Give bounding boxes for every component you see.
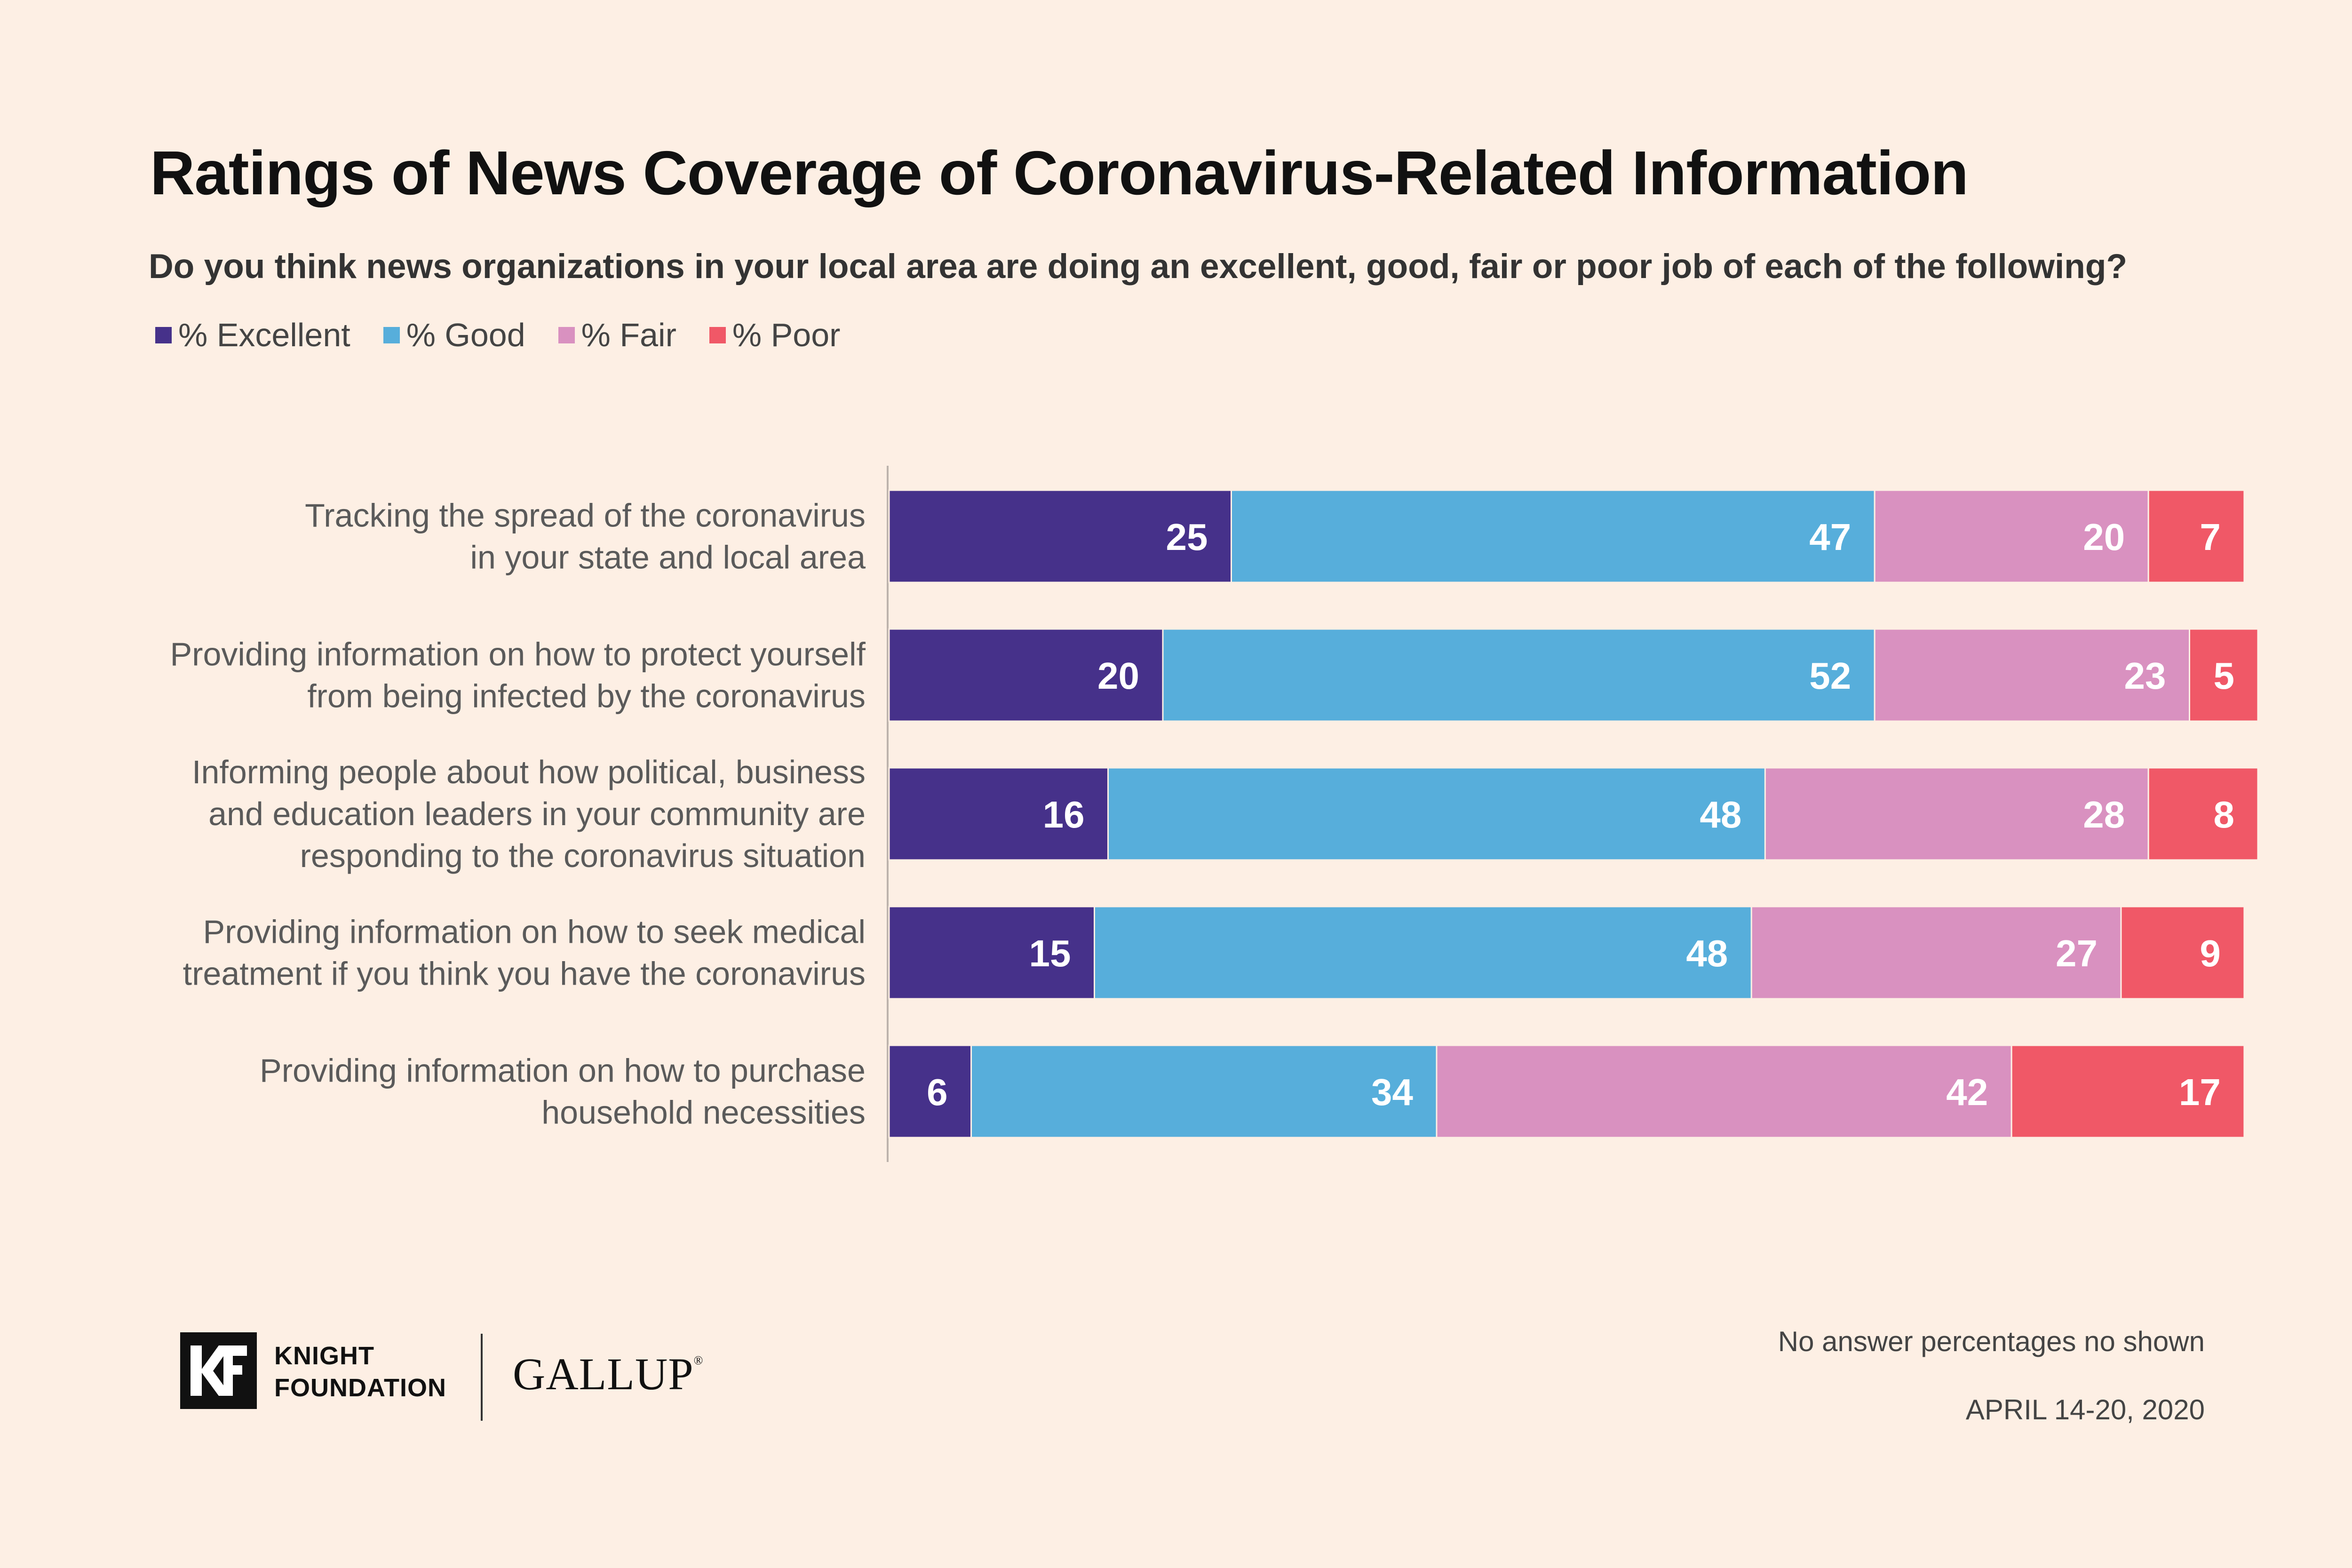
bar-segment-fair <box>1874 489 2149 583</box>
category-label: Providing information on how to protect … <box>170 636 866 715</box>
legend: % Excellent % Good % Fair % Poor <box>155 316 873 354</box>
legend-item-good: % Good <box>383 316 525 354</box>
data-label-fair: 27 <box>2056 932 2098 974</box>
data-label-excellent: 6 <box>927 1071 948 1113</box>
legend-swatch-fair <box>558 326 575 343</box>
legend-label-excellent: % Excellent <box>178 317 350 353</box>
bar-segment-fair <box>1750 906 2122 1000</box>
knight-foundation-logo <box>180 1332 257 1409</box>
chart-subtitle: Do you think news organizations in your … <box>149 247 2128 286</box>
knight-wordmark-line2: FOUNDATION <box>274 1374 446 1402</box>
data-label-excellent: 16 <box>1043 794 1085 836</box>
bar-segment-excellent <box>888 767 1109 861</box>
category-label-line: Tracking the spread of the coronavirus <box>305 497 866 534</box>
data-label-good: 52 <box>1809 655 1851 697</box>
category-label-line: Informing people about how political, bu… <box>192 754 866 790</box>
data-label-poor: 5 <box>2214 655 2235 697</box>
legend-swatch-excellent <box>155 326 172 343</box>
data-label-poor: 7 <box>2200 516 2221 558</box>
data-label-poor: 17 <box>2179 1071 2221 1113</box>
legend-label-poor: % Poor <box>732 317 841 353</box>
bar-segment-poor <box>2120 906 2245 1000</box>
data-label-excellent: 15 <box>1029 932 1071 974</box>
category-label-line: and education leaders in your community … <box>208 796 866 832</box>
bar-segment-poor <box>2147 767 2259 861</box>
category-label-line: in your state and local area <box>470 539 866 576</box>
data-label-excellent: 25 <box>1166 516 1208 558</box>
data-label-good: 34 <box>1371 1071 1413 1113</box>
category-label-line: Providing information on how to protect … <box>170 636 866 673</box>
category-label-line: Providing information on how to seek med… <box>203 914 866 950</box>
bar-segment-poor <box>2010 1044 2245 1138</box>
bar-segment-fair <box>1874 628 2190 722</box>
gallup-logo: GALLUP® <box>513 1348 703 1400</box>
category-label: Providing information on how to seek med… <box>183 914 866 992</box>
bar-segment-fair <box>1436 1044 2012 1138</box>
data-label-good: 47 <box>1809 516 1851 558</box>
data-label-fair: 20 <box>2083 516 2125 558</box>
survey-date: APRIL 14-20, 2020 <box>1965 1394 2205 1425</box>
kf-monogram-icon <box>191 1345 247 1396</box>
legend-label-good: % Good <box>406 317 525 353</box>
data-label-good: 48 <box>1686 932 1728 974</box>
legend-swatch-good <box>383 326 400 343</box>
category-label-line: Providing information on how to purchase <box>260 1052 866 1089</box>
category-label: Tracking the spread of the coronavirus in… <box>305 497 866 576</box>
bar-segment-excellent <box>888 1044 972 1138</box>
category-label-line: responding to the coronavirus situation <box>300 837 866 874</box>
bar-segment-good <box>970 1044 1438 1138</box>
data-label-fair: 42 <box>1946 1071 1988 1113</box>
legend-item-fair: % Fair <box>558 316 676 354</box>
bar-segment-good <box>1162 628 1875 722</box>
chart-title: Ratings of News Coverage of Coronavirus-… <box>150 138 1969 207</box>
bar-segment-good <box>1231 489 1875 583</box>
category-label-line: from being infected by the coronavirus <box>307 678 866 715</box>
category-label: Informing people about how political, bu… <box>192 754 866 874</box>
category-label: Providing information on how to purchase… <box>260 1052 866 1131</box>
data-label-fair: 28 <box>2083 794 2125 836</box>
bar-segment-good <box>1107 767 1766 861</box>
legend-item-excellent: % Excellent <box>155 316 350 354</box>
data-label-good: 48 <box>1700 794 1741 836</box>
gallup-registered-mark: ® <box>693 1353 704 1367</box>
legend-label-fair: % Fair <box>581 317 676 353</box>
gallup-wordmark: GALLUP <box>513 1349 694 1399</box>
knight-foundation-wordmark: KNIGHT FOUNDATION <box>274 1340 446 1404</box>
knight-wordmark-line1: KNIGHT <box>274 1342 374 1370</box>
logo-divider <box>481 1334 483 1421</box>
bar-segment-excellent <box>888 906 1095 1000</box>
bar-segment-good <box>1094 906 1752 1000</box>
bar-segment-excellent <box>888 628 1164 722</box>
data-label-excellent: 20 <box>1097 655 1139 697</box>
bar-segment-excellent <box>888 489 1232 583</box>
bar-segment-fair <box>1764 767 2149 861</box>
data-label-poor: 8 <box>2214 794 2235 836</box>
footnote: No answer percentages no shown <box>1778 1326 2205 1357</box>
category-label-line: treatment if you think you have the coro… <box>183 955 866 992</box>
bar-segment-poor <box>2147 489 2245 583</box>
legend-item-poor: % Poor <box>709 316 841 354</box>
category-label-line: household necessities <box>541 1094 866 1131</box>
data-label-poor: 9 <box>2200 932 2221 974</box>
bar-segment-poor <box>2189 628 2259 722</box>
data-label-fair: 23 <box>2124 655 2166 697</box>
legend-swatch-poor <box>709 326 726 343</box>
